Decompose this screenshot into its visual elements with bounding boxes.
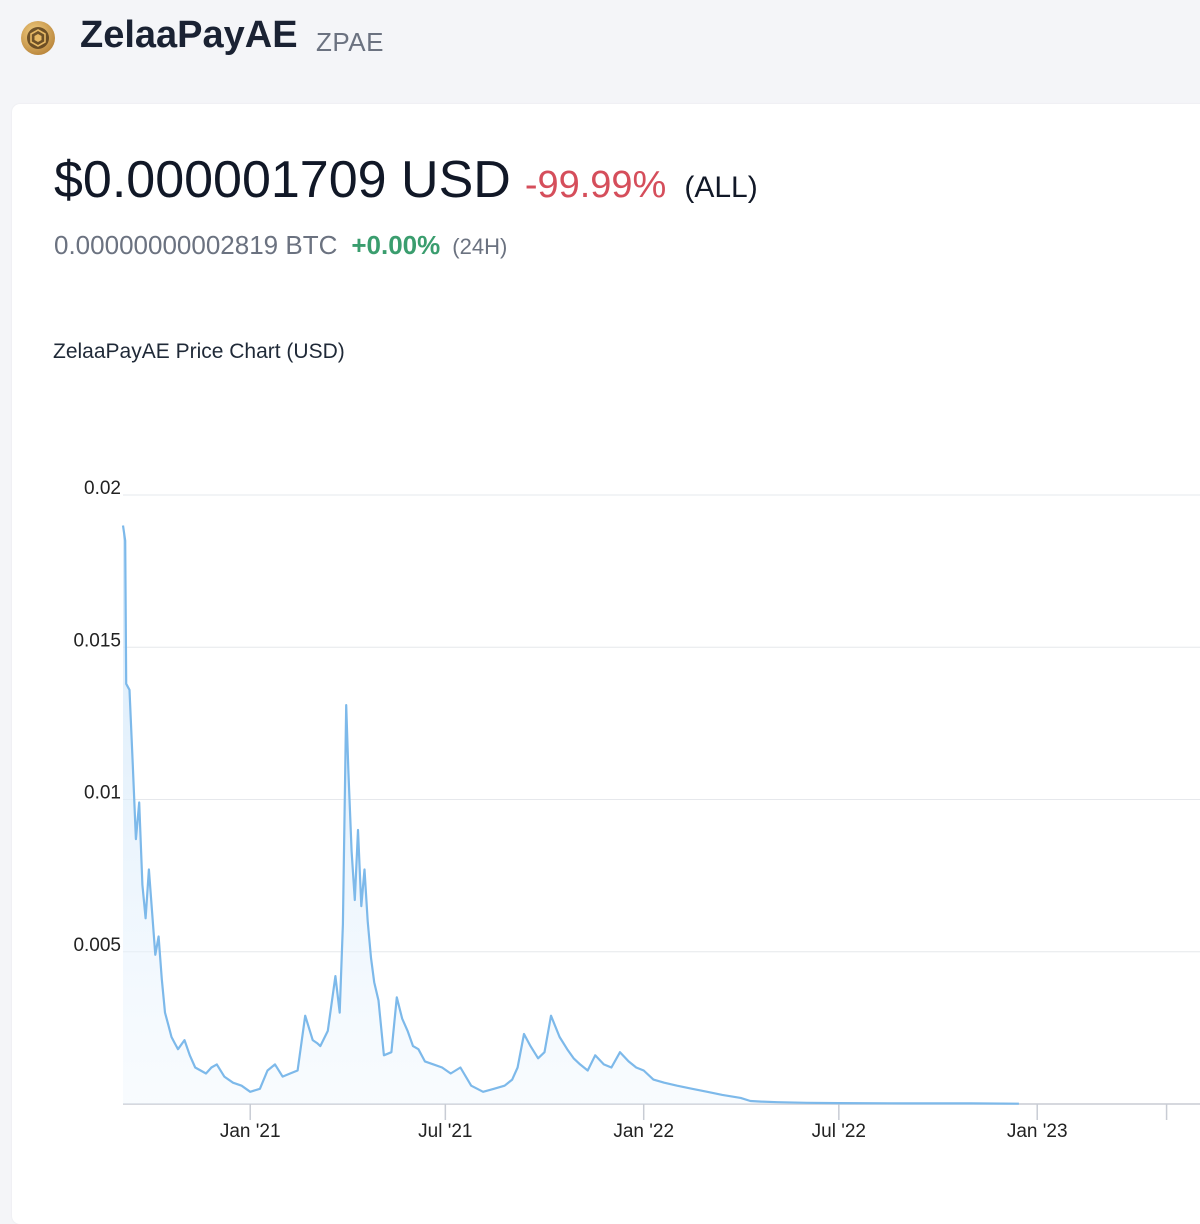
x-axis: Jan '21 Jul '21 Jan '22 Jul '22 Jan '23 — [123, 1103, 1200, 1142]
y-tick-label: 0.02 — [84, 478, 121, 499]
y-tick-label: 0.01 — [84, 783, 121, 804]
btc-price-row: 0.00000000002819 BTC +0.00% (24H) — [54, 230, 507, 261]
y-tick-label: 0.005 — [73, 935, 121, 956]
x-tick-label: Jul '22 — [812, 1121, 866, 1142]
price-card: $0.000001709 USD -99.99% (ALL) 0.000000000… — [12, 104, 1200, 1224]
zelaapay-coin-icon — [21, 21, 55, 55]
x-tick-label: Jan '22 — [613, 1121, 674, 1142]
y-tick-label: 0.015 — [73, 630, 121, 651]
x-tick-label: Jan '23 — [1007, 1121, 1068, 1142]
chart-gridlines — [123, 494, 1200, 953]
all-time-change: -99.99% — [524, 164, 667, 206]
coin-name: ZelaaPayAE — [80, 14, 298, 56]
price-series-line — [121, 525, 1019, 1105]
usd-price: $0.000001709 USD — [54, 151, 511, 209]
price-area-fill — [123, 525, 1019, 1104]
chart-title: ZelaaPayAE Price Chart (USD) — [53, 340, 345, 363]
coin-header: ZelaaPayAE ZPAE — [0, 0, 1200, 100]
usd-price-row: $0.000001709 USD -99.99% (ALL) — [54, 150, 758, 210]
chart-plot-area — [121, 525, 1019, 1105]
btc-price: 0.00000000002819 BTC — [54, 230, 338, 260]
change-24h: +0.00% — [351, 230, 441, 260]
y-axis: 0.02 0.015 0.01 0.005 — [73, 478, 121, 956]
x-tick-label: Jul '21 — [418, 1121, 472, 1142]
coin-symbol: ZPAE — [316, 27, 384, 57]
x-tick-label: Jan '21 — [220, 1121, 281, 1142]
period-24h-label: (24H) — [452, 234, 508, 259]
all-time-label: (ALL) — [684, 171, 758, 204]
